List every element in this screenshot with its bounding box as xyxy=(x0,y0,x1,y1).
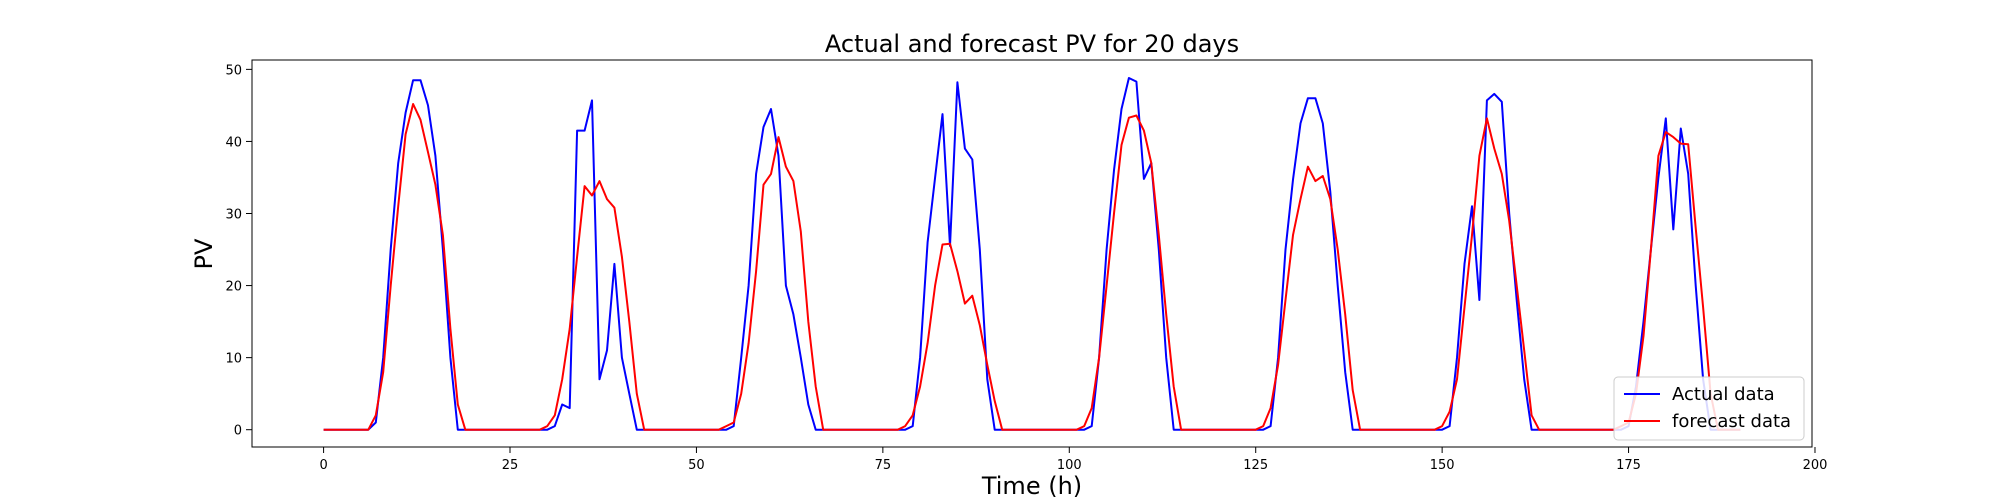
series-line-forecast xyxy=(323,103,1741,431)
x-tick-label: 0 xyxy=(319,458,327,473)
y-axis-label: PV xyxy=(190,238,218,269)
y-tick-label: 10 xyxy=(225,352,242,367)
series-layer xyxy=(323,77,1741,431)
legend: Actual data forecast data xyxy=(1613,376,1805,441)
x-tick-label: 150 xyxy=(1430,458,1455,473)
chart-title: Actual and forecast PV for 20 days xyxy=(825,30,1239,58)
y-tick-label: 50 xyxy=(225,63,242,78)
plot-frame xyxy=(251,59,1813,448)
x-tick-label: 75 xyxy=(875,458,892,473)
y-tick-label: 0 xyxy=(234,424,242,439)
y-tick-label: 40 xyxy=(225,135,242,150)
x-axis-label: Time (h) xyxy=(981,472,1082,500)
x-tick-label: 200 xyxy=(1803,458,1828,473)
legend-box xyxy=(1613,376,1805,441)
x-tick-label: 25 xyxy=(502,458,519,473)
plot-area xyxy=(251,59,1813,448)
y-tick-label: 30 xyxy=(225,208,242,223)
x-tick-label: 125 xyxy=(1243,458,1268,473)
legend-label-forecast: forecast data xyxy=(1672,411,1791,432)
x-axis-ticks: 0 25 50 75 100 125 150 175 200 xyxy=(319,447,1827,473)
x-tick-label: 50 xyxy=(688,458,705,473)
y-axis-ticks: 0 10 20 30 40 50 xyxy=(225,63,252,439)
x-tick-label: 100 xyxy=(1057,458,1082,473)
legend-label-actual: Actual data xyxy=(1672,384,1775,405)
y-tick-label: 20 xyxy=(225,280,242,295)
x-tick-label: 175 xyxy=(1616,458,1641,473)
